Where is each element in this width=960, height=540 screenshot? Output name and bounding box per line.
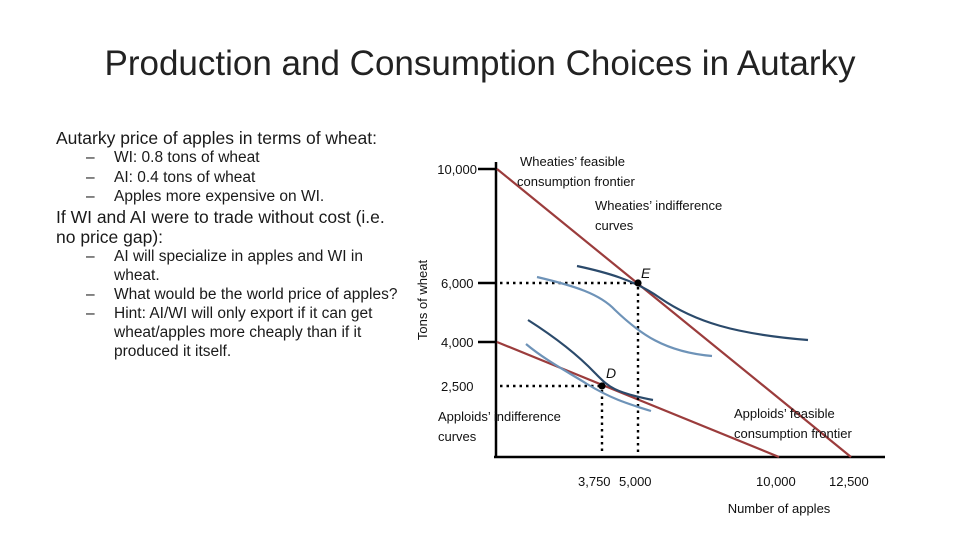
x-tick-10000: 10,000 [756, 474, 796, 489]
point-d-dot [598, 382, 606, 390]
ai-frontier-label-line2: consumption frontier [734, 426, 852, 441]
slide-title: Production and Consumption Choices in Au… [104, 44, 856, 83]
point-e-dot [634, 279, 642, 287]
x-tick-12500: 12,500 [829, 474, 869, 489]
autarky-price-heading: Autarky price of apples in terms of whea… [56, 128, 377, 148]
wi-indifference-curve-upper [576, 264, 809, 342]
wi-frontier-label-line2: consumption frontier [517, 174, 635, 189]
bullet-ai-price: AI: 0.4 tons of wheat [56, 168, 401, 188]
ai-frontier-label-line1: Apploids’ feasible [734, 406, 835, 421]
bullet-specialize: AI will specialize in apples and WI in w… [56, 247, 401, 285]
wi-indiff-label-line1: Wheaties’ indifference [595, 198, 722, 213]
trade-heading: If WI and AI were to trade without cost … [56, 206, 385, 247]
ai-indifference-curve-lower [525, 343, 652, 413]
ai-indiff-label-line1: Apploids’ indifference [438, 409, 561, 424]
point-e-label: E [641, 265, 651, 281]
bullet-wi-price: WI: 0.8 tons of wheat [56, 148, 401, 168]
y-tick-4000: 4,000 [441, 335, 474, 350]
bullet-hint: Hint: AI/WI will only export if it can g… [56, 304, 401, 361]
dotted-guides [500, 281, 640, 454]
wi-frontier-line [496, 168, 852, 458]
x-tick-3750: 3,750 [578, 474, 611, 489]
text-panel: Autarky price of apples in terms of whea… [56, 128, 401, 361]
x-tick-5000: 5,000 [619, 474, 652, 489]
ai-indiff-label-line2: curves [438, 429, 477, 444]
autarky-price-list: WI: 0.8 tons of wheat AI: 0.4 tons of wh… [56, 148, 401, 207]
y-axis-title: Tons of wheat [415, 260, 430, 341]
wi-indiff-label-line2: curves [595, 218, 634, 233]
x-axis-title: Number of apples [728, 501, 831, 516]
point-d-label: D [606, 365, 616, 381]
y-tick-10000: 10,000 [437, 162, 477, 177]
wi-indifference-curve-lower [536, 275, 713, 358]
bullet-apples-expensive: Apples more expensive on WI. [56, 187, 401, 207]
bullet-world-price: What would be the world price of apples? [56, 285, 401, 304]
ai-indifference-curve-upper [527, 319, 654, 402]
y-tick-2500: 2,500 [441, 379, 474, 394]
trade-list: AI will specialize in apples and WI in w… [56, 247, 401, 361]
y-tick-6000: 6,000 [441, 276, 474, 291]
wi-frontier-label-line1: Wheaties’ feasible [520, 154, 625, 169]
